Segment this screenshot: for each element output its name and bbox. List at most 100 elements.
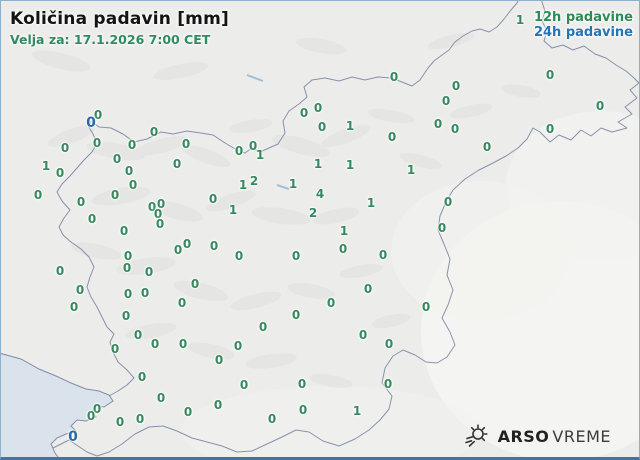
station-value-12h: 0 [317, 120, 327, 134]
station-value-12h: 0 [387, 130, 397, 144]
station-value-12h: 0 [358, 328, 368, 342]
station-value-12h: 0 [213, 398, 223, 412]
station-value-12h: 0 [75, 283, 85, 297]
brand-name: ARSO VREME [498, 427, 611, 446]
station-value-12h: 0 [443, 195, 453, 209]
brand-vreme: VREME [552, 426, 611, 446]
station-value-12h: 0 [298, 403, 308, 417]
station-value-12h: 0 [450, 122, 460, 136]
station-value-12h: 0 [92, 402, 102, 416]
station-value-12h: 0 [338, 242, 348, 256]
station-value-12h: 0 [389, 70, 399, 84]
legend-24h-toggle[interactable]: 24h padavine [533, 25, 633, 40]
station-value-12h: 0 [149, 125, 159, 139]
station-value-12h: 2 [249, 174, 259, 188]
station-value-12h: 0 [76, 195, 86, 209]
station-value-12h: 0 [234, 144, 244, 158]
station-value-12h: 0 [258, 320, 268, 334]
station-value-12h: 0 [326, 296, 336, 310]
legend: 12h padavine 24h padavine [534, 10, 633, 40]
station-value-12h: 0 [291, 249, 301, 263]
station-value-12h: 0 [119, 224, 129, 238]
station-value-12h: 0 [313, 101, 323, 115]
station-value-12h: 0 [123, 249, 133, 263]
station-value-12h: 0 [190, 277, 200, 291]
station-value-12h: 0 [177, 296, 187, 310]
station-value-12h: 0 [87, 212, 97, 226]
map-header: Količina padavin [mm] Velja za: 17.1.202… [10, 9, 229, 47]
station-value-12h: 1 [288, 177, 298, 191]
station-value-12h: 0 [595, 99, 605, 113]
station-value-24h: 0 [68, 429, 78, 445]
station-value-12h: 0 [123, 287, 133, 301]
station-value-12h: 0 [93, 108, 103, 122]
station-value-12h: 0 [128, 178, 138, 192]
station-value-12h: 0 [214, 353, 224, 367]
station-value-12h: 0 [55, 166, 65, 180]
station-value-12h: 0 [297, 377, 307, 391]
station-value-12h: 0 [233, 339, 243, 353]
station-value-12h: 1 [255, 148, 265, 162]
station-value-12h: 0 [156, 391, 166, 405]
terrain-texture [31, 32, 541, 389]
station-value-12h: 0 [482, 140, 492, 154]
station-value-12h: 0 [172, 157, 182, 171]
station-value-12h: 1 [41, 159, 51, 173]
station-value-12h: 0 [433, 117, 443, 131]
station-value-12h: 0 [209, 239, 219, 253]
water-marks [246, 74, 290, 190]
station-value-12h: 0 [69, 300, 79, 314]
station-value-12h: 0 [127, 138, 137, 152]
station-value-12h: 0 [110, 188, 120, 202]
arso-vreme-logo: ARSO VREME [463, 423, 611, 449]
station-value-12h: 0 [33, 188, 43, 202]
station-value-12h: 2 [308, 206, 318, 220]
validity-timestamp: Velja za: 17.1.2026 7:00 CET [10, 32, 211, 47]
station-value-12h: 0 [135, 412, 145, 426]
station-value-12h: 0 [178, 337, 188, 351]
station-value-12h: 0 [451, 79, 461, 93]
station-value-12h: 0 [137, 370, 147, 384]
station-value-12h: 0 [208, 192, 218, 206]
page-title: Količina padavin [mm] [10, 9, 229, 29]
station-value-12h: 0 [150, 337, 160, 351]
station-value-12h: 0 [86, 409, 96, 423]
station-value-12h: 0 [291, 308, 301, 322]
station-value-12h: 0 [183, 405, 193, 419]
station-value-12h: 0 [156, 197, 166, 211]
station-value-12h: 0 [182, 237, 192, 251]
station-value-12h: 0 [110, 342, 120, 356]
legend-12h-toggle[interactable]: 12h padavine [533, 10, 633, 25]
station-value-12h: 0 [378, 248, 388, 262]
station-value-12h: 0 [248, 139, 258, 153]
station-value-12h: 4 [315, 187, 325, 201]
terrain-light-patches [181, 111, 639, 457]
station-value-12h: 0 [155, 217, 165, 231]
station-value-12h: 0 [421, 300, 431, 314]
station-value-12h: 1 [406, 163, 416, 177]
station-value-12h: 0 [122, 261, 132, 275]
station-value-12h: 1 [345, 119, 355, 133]
station-value-12h: 1 [313, 157, 323, 171]
station-value-12h: 0 [55, 264, 65, 278]
station-value-12h: 0 [239, 378, 249, 392]
station-value-12h: 0 [384, 337, 394, 351]
station-value-12h: 0 [437, 221, 447, 235]
station-value-12h: 1 [515, 13, 525, 27]
station-value-12h: 0 [92, 136, 102, 150]
station-value-12h: 0 [441, 94, 451, 108]
station-value-12h: 0 [147, 200, 157, 214]
station-value-12h: 0 [363, 282, 373, 296]
station-value-12h: 1 [228, 203, 238, 217]
station-value-12h: 0 [121, 309, 131, 323]
station-value-12h: 0 [173, 243, 183, 257]
station-value-12h: 0 [144, 265, 154, 279]
station-value-12h: 0 [112, 152, 122, 166]
brand-arso: ARSO [497, 426, 550, 446]
station-value-12h: 0 [299, 106, 309, 120]
station-value-12h: 1 [345, 158, 355, 172]
station-value-12h: 0 [115, 415, 125, 429]
